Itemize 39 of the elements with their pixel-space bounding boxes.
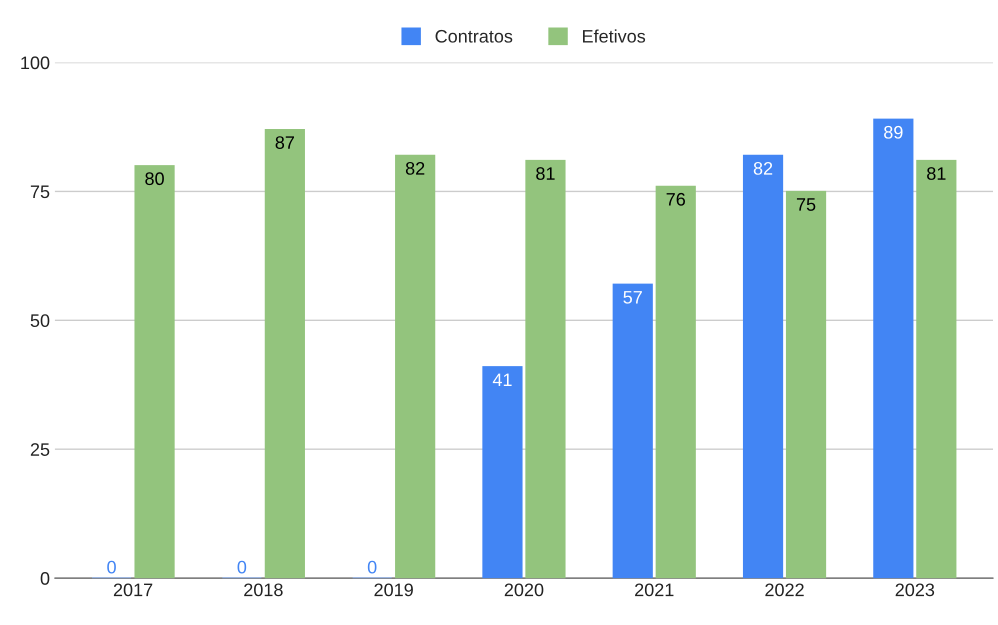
bar (482, 366, 523, 578)
x-tick-label: 2019 (374, 583, 413, 596)
data-label: 82 (406, 162, 424, 175)
data-label: 57 (623, 291, 642, 304)
bar (525, 160, 566, 578)
data-label: 41 (492, 374, 512, 386)
data-label: 81 (536, 167, 555, 180)
data-label: 0 (107, 560, 116, 574)
x-tick-label: 2020 (504, 583, 544, 596)
data-label: 87 (276, 136, 294, 149)
y-tick-label: 0 (40, 572, 50, 585)
data-label: 89 (884, 126, 903, 139)
data-label: 0 (238, 560, 246, 574)
legend-label: Contratos (436, 30, 512, 43)
y-tick-label: 50 (30, 314, 50, 328)
bar (134, 165, 175, 578)
y-tick-label: 25 (30, 443, 50, 456)
data-label: 76 (666, 192, 685, 206)
y-tick-label: 75 (30, 186, 50, 198)
bar (873, 118, 914, 578)
x-tick-label: 2023 (896, 583, 934, 596)
x-tick-label: 2018 (244, 583, 283, 596)
bar (656, 186, 696, 578)
y-tick-label: 100 (21, 56, 50, 70)
x-tick-label: 2017 (114, 583, 152, 596)
bar (742, 154, 784, 578)
bar (395, 154, 436, 578)
data-label: 75 (796, 198, 816, 211)
x-tick-label: 2021 (635, 583, 674, 596)
bar (786, 190, 826, 578)
data-label: 80 (145, 172, 164, 186)
legend-label: Efetivos (583, 29, 646, 43)
bar (264, 128, 305, 578)
bar (916, 160, 956, 578)
data-label: 82 (754, 162, 772, 175)
data-label: 81 (927, 167, 946, 180)
x-tick-label: 2022 (765, 583, 804, 596)
bar (612, 284, 653, 578)
data-label: 0 (368, 560, 376, 574)
